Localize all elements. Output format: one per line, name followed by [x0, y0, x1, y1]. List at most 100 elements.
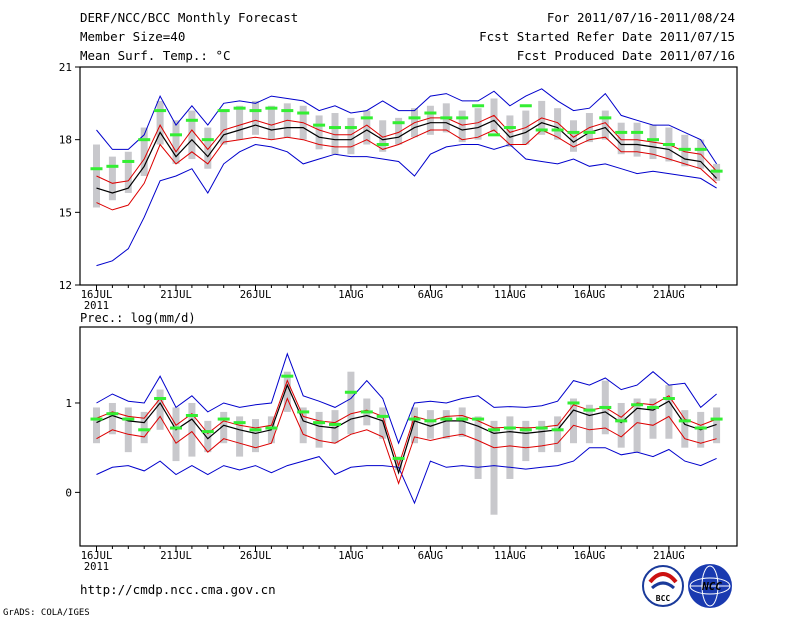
ensemble-marker [170, 426, 182, 430]
spread-bar [331, 113, 339, 155]
spread-bar [156, 389, 164, 430]
ensemble-marker [376, 414, 389, 418]
y-tick-label: 0 [65, 486, 72, 499]
ensemble-marker [551, 128, 564, 132]
series-line-p75 [96, 352, 717, 445]
spread-bar [108, 402, 116, 435]
ensemble-marker [488, 428, 500, 432]
x-tick-label: 6AUG [418, 289, 443, 301]
spread-bar [220, 110, 228, 145]
header-started-date: Fcst Started Refer Date 2011/07/15 [479, 29, 735, 44]
ensemble-marker [154, 109, 167, 113]
spread-bar [570, 120, 577, 152]
spread-bar [267, 105, 275, 140]
x-tick-label: 6AUG [418, 550, 443, 562]
spread-bar [617, 402, 625, 448]
ensemble-marker [662, 143, 675, 147]
ensemble-marker [329, 422, 341, 426]
ensemble-marker [694, 147, 707, 151]
spread-bar [474, 416, 482, 479]
spread-bar [490, 420, 498, 515]
ensemble-marker [599, 405, 612, 409]
bcc-logo-text: BCC [656, 594, 671, 603]
spread-bar [379, 407, 387, 439]
x-year-label: 2011 [84, 561, 109, 573]
spread-bar [108, 156, 116, 201]
ensemble-marker [138, 428, 151, 432]
spread-bar [236, 105, 244, 140]
ensemble-marker [694, 426, 707, 430]
ensemble-marker [535, 426, 548, 430]
spread-bar [522, 420, 530, 462]
header-member-size: Member Size=40 [80, 29, 185, 44]
grads-credit: GrADS: COLA/IGES [3, 608, 90, 618]
ensemble-marker [249, 428, 262, 432]
spread-bar [554, 108, 562, 140]
series-line-p60 [96, 379, 717, 468]
header-produced-date: Fcst Produced Date 2011/07/16 [517, 48, 735, 63]
x-tick-label: 16JUL [81, 550, 113, 562]
y-tick-label: 21 [59, 61, 72, 74]
ensemble-marker [297, 111, 310, 115]
ensemble-marker [281, 374, 294, 378]
spread-bar [347, 117, 355, 155]
spread-bar [395, 117, 403, 145]
spread-bar [140, 411, 148, 444]
spread-bar [601, 110, 609, 140]
header-period: For 2011/07/16-2011/08/24 [547, 10, 735, 25]
spread-bar [585, 404, 593, 444]
ensemble-marker [519, 104, 532, 108]
y-tick-label: 1 [65, 397, 72, 410]
ensemble-marker [297, 410, 310, 414]
x-tick-label: 21JUL [160, 550, 192, 562]
ensemble-marker [647, 138, 659, 142]
ensemble-marker [408, 116, 421, 120]
series-line-p40 [96, 129, 717, 211]
series-line-p60 [96, 114, 717, 184]
header-title: DERF/NCC/BCC Monthly Forecast [80, 10, 298, 25]
spread-bar [506, 416, 514, 479]
ensemble-marker [503, 126, 516, 130]
x-tick-label: 16AUG [574, 289, 606, 301]
ensemble-marker [122, 417, 135, 421]
spread-bar [156, 100, 164, 145]
ensemble-marker [567, 130, 580, 134]
ensemble-marker [551, 428, 564, 432]
ensemble-marker [217, 417, 230, 421]
source-url: http://cmdp.ncc.cma.gov.cn [80, 582, 276, 597]
spread-bar [204, 420, 212, 453]
series-line-mean [96, 383, 717, 475]
spread-bar [458, 407, 466, 437]
spread-bar [681, 410, 689, 448]
precipitation-panel: 0 1 16JUL 21JUL 26JUL 1AUG 6AUG 11AUG 16AUG 21AUG… [65, 326, 738, 573]
ensemble-marker [313, 421, 326, 425]
x-tick-label: 26JUL [240, 289, 272, 301]
ensemble-marker [583, 408, 596, 412]
ensemble-marker [329, 126, 341, 130]
spread-bar [93, 407, 100, 444]
spread-bar [395, 456, 403, 471]
ensemble-marker [440, 116, 453, 120]
ensemble-marker [631, 403, 644, 407]
ensemble-marker [265, 426, 278, 430]
spread-bar [538, 420, 546, 453]
ensemble-marker [456, 417, 469, 421]
y-tick-label: 12 [59, 279, 72, 292]
ensemble-marker [567, 401, 580, 405]
x-tick-label: 1AUG [338, 550, 363, 562]
ensemble-marker [662, 397, 675, 401]
ensemble-marker [615, 419, 628, 423]
series-line-mean [96, 119, 718, 194]
spread-bar [411, 407, 418, 444]
ensemble-marker [631, 130, 644, 134]
ensemble-marker [647, 405, 659, 409]
ensemble-marker [376, 143, 389, 147]
x-tick-label: 11AUG [494, 289, 526, 301]
ensemble-marker [615, 130, 628, 134]
spread-bar [140, 127, 148, 176]
spread-bar [570, 398, 577, 444]
ensemble-marker [535, 128, 548, 132]
spread-bar [458, 110, 466, 143]
x-tick-label: 21AUG [653, 289, 685, 301]
